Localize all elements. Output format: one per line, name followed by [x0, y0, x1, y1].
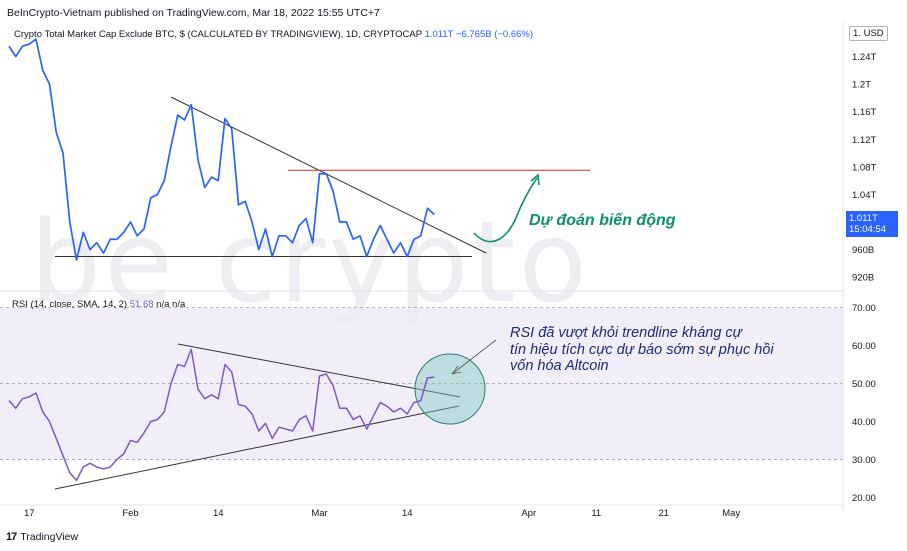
- time-axis-tick-label: Apr: [521, 508, 536, 519]
- time-axis-tick-label: 14: [213, 508, 224, 519]
- price-axis-tick-label: 1.2T: [852, 80, 871, 91]
- forecast-arrow-head-icon: [530, 173, 540, 186]
- price-axis-top-label: 1.: [853, 28, 861, 39]
- rsi-legend-na-2: n/a: [172, 299, 186, 310]
- last-price-value: 1.011T: [849, 213, 878, 224]
- series-change: −6.765B (−0.66%): [455, 29, 534, 40]
- rsi-axis-tick-label: 70.00: [852, 303, 876, 314]
- time-axis-tick-label: May: [722, 508, 740, 519]
- bar-countdown: 15:04:54: [849, 224, 886, 235]
- main-series-legend[interactable]: Crypto Total Market Cap Exclude BTC, $ (…: [14, 29, 533, 40]
- rsi-resistance-trendline: [177, 343, 461, 398]
- tradingview-logo-icon: 17: [6, 531, 17, 543]
- price-series-line: [8, 38, 435, 261]
- rsi-annotation-line-2: tín hiệu tích cực dự báo sớm sự phục hồi: [510, 341, 774, 358]
- rsi-axis-tick-label: 50.00: [852, 379, 876, 390]
- rsi-legend-na-1: n/a: [156, 299, 170, 310]
- footer[interactable]: 17 TradingView: [6, 531, 78, 543]
- rsi-series-line: [8, 348, 435, 482]
- price-axis-tick-label: 1.12T: [852, 135, 876, 146]
- price-axis-tick-label: 920B: [852, 273, 874, 284]
- rsi-axis-tick-label: 20.00: [852, 493, 876, 504]
- price-axis-tick-label: 1.08T: [852, 162, 876, 173]
- time-axis-tick-label: 14: [402, 508, 413, 519]
- forecast-arrow: [473, 177, 538, 243]
- rsi-annotation-line-3: vốn hóa Altcoin: [510, 358, 609, 374]
- time-axis-tick-label: Mar: [311, 508, 327, 519]
- rsi-legend-value: 51.68: [129, 299, 154, 310]
- tradingview-brand: TradingView: [20, 531, 79, 543]
- publisher-header: BeInCrypto-Vietnam published on TradingV…: [7, 7, 380, 19]
- time-axis-tick-label: 11: [591, 508, 601, 519]
- series-last-value: 1.011T: [424, 29, 454, 40]
- time-axis-tick-label: Feb: [122, 508, 138, 519]
- rsi-annotation-pointer: [451, 339, 497, 375]
- rsi-breakout-highlight: [414, 353, 486, 425]
- rsi-axis-tick-label: 60.00: [852, 341, 876, 352]
- currency-selector[interactable]: 1. USD: [849, 26, 888, 41]
- rsi-axis-tick-label: 30.00: [852, 455, 876, 466]
- rsi-support-trendline: [54, 405, 460, 490]
- price-axis-tick-label: 1.16T: [852, 107, 876, 118]
- price-axis-tick-label: 960B: [852, 245, 874, 256]
- forecast-annotation: Dự đoán biến động: [529, 212, 676, 229]
- price-axis-tick-label: 1.04T: [852, 190, 876, 201]
- time-axis-tick-label: 21: [658, 508, 669, 519]
- rsi-annotation-pointer-head-icon: [451, 365, 462, 375]
- series-title: Crypto Total Market Cap Exclude BTC, $ (…: [14, 29, 422, 40]
- rsi-annotation-line-1: RSI đã vượt khỏi trendline kháng cự: [510, 325, 742, 341]
- rsi-legend-label: RSI (14, close, SMA, 14, 2): [12, 299, 128, 310]
- descending-trendline: [170, 96, 487, 254]
- currency-label: USD: [863, 28, 884, 39]
- rsi-axis-tick-label: 40.00: [852, 417, 876, 428]
- time-axis-tick-label: 17: [24, 508, 35, 519]
- price-axis-tick-label: 1.24T: [852, 52, 876, 63]
- last-price-tag: 1.011T 15:04:54: [846, 211, 898, 237]
- rsi-legend[interactable]: RSI (14, close, SMA, 14, 2) 51.68 n/a n/…: [12, 299, 185, 310]
- rsi-annotation: RSI đã vượt khỏi trendline kháng cự tín …: [510, 325, 774, 375]
